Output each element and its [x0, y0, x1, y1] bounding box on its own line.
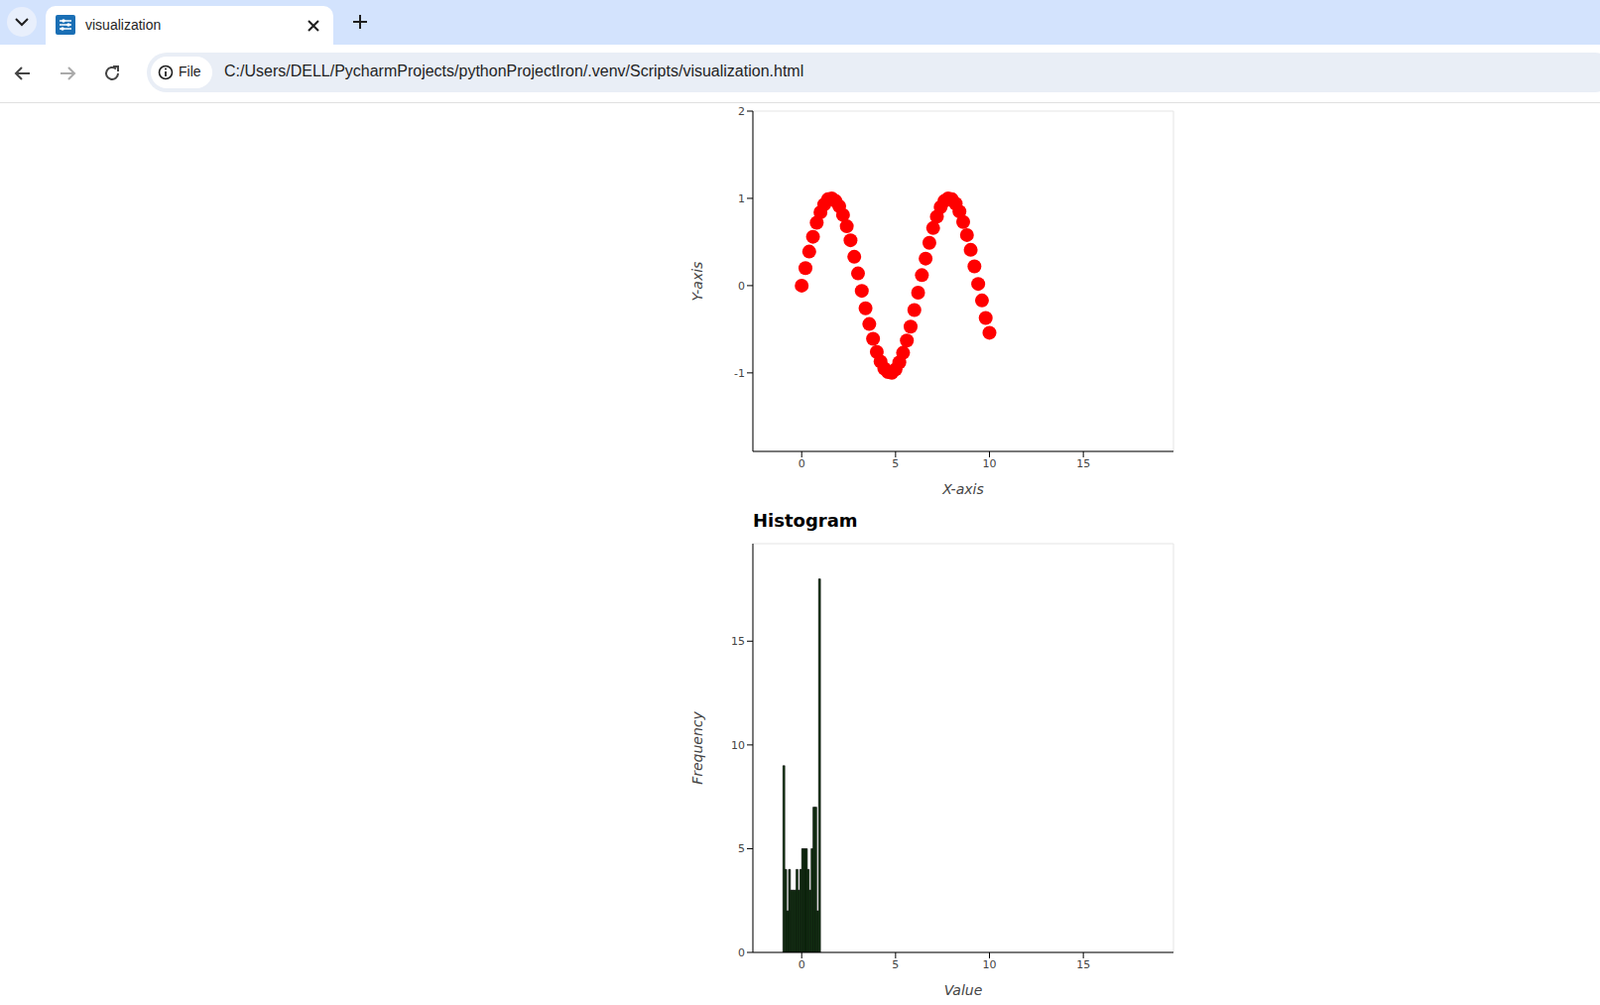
- svg-text:10: 10: [983, 457, 997, 471]
- html-text:Histogram: Histogram: [752, 509, 858, 531]
- svg-text:X-axis: X-axis: [941, 481, 984, 496]
- svg-text:0: 0: [798, 958, 806, 972]
- svg-text:Value: Value: [944, 982, 984, 997]
- html-text:File: File: [178, 63, 201, 80]
- html-text:visualization: visualization: [85, 16, 161, 33]
- svg-text:5: 5: [738, 842, 745, 856]
- svg-text:Y-axis: Y-axis: [689, 261, 706, 302]
- svg-text:1: 1: [738, 192, 745, 206]
- svg-text:15: 15: [1076, 457, 1091, 471]
- svg-text:0: 0: [738, 946, 745, 960]
- svg-text:0: 0: [738, 279, 745, 293]
- svg-text:5: 5: [891, 457, 899, 471]
- svg-text:10: 10: [731, 738, 745, 752]
- svg-text:15: 15: [1076, 958, 1091, 972]
- svg-text:15: 15: [731, 634, 745, 648]
- svg-text:10: 10: [983, 958, 997, 972]
- html-text:C:/Users/DELL/PycharmProjects/: C:/Users/DELL/PycharmProjects/pythonProj…: [224, 62, 804, 80]
- svg-text:0: 0: [798, 457, 806, 471]
- svg-text:Frequency: Frequency: [689, 710, 706, 784]
- svg-text:-1: -1: [734, 367, 745, 380]
- svg-text:2: 2: [738, 105, 745, 119]
- svg-text:5: 5: [891, 958, 899, 972]
